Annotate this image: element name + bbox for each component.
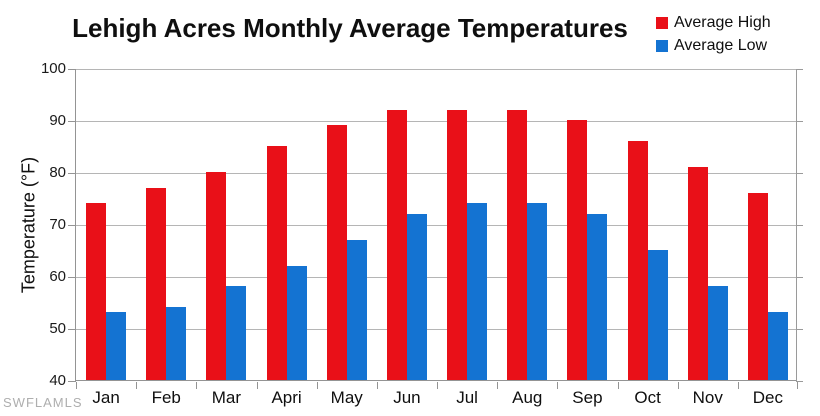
x-tick-mark-3 [256,382,258,389]
y-tick-mark-70 [68,225,76,226]
x-tick-mark-2 [196,382,198,389]
x-axis-label-Jan: Jan [92,388,120,407]
bar-low-Mar [226,286,247,380]
legend-item-average-high: Average High [656,13,771,32]
y-tick-mark-60 [68,277,76,278]
y-tick-label-40: 40 [49,372,66,389]
y-tick-mark-50 [68,329,76,330]
y-tick-mark-90 [68,121,76,122]
bar-high-Jan [86,203,107,380]
legend-label-average-low: Average Low [674,36,768,54]
y-tick-mark-right-50 [796,329,803,330]
y-tick-label-100: 100 [40,60,66,77]
watermark: SWFLAMLS [3,395,83,410]
x-tick-mark-8 [557,382,559,389]
bar-high-Nov [687,166,708,380]
bar-high-Oct [627,140,648,380]
x-tick-mark-7 [497,382,499,389]
y-tick-mark-right-90 [796,121,803,122]
bar-high-Feb [146,187,167,380]
x-tick-mark-10 [677,382,679,389]
x-tick-mark-12 [797,382,798,389]
bar-low-May [346,239,367,380]
x-axis-label-Jul: Jul [456,388,478,407]
y-tick-mark-right-100 [796,69,803,70]
x-axis-label-May: May [330,388,363,407]
y-tick-mark-80 [68,173,76,174]
x-tick-mark-5 [376,382,378,389]
y-tick-mark-right-70 [796,225,803,226]
x-axis-label-Oct: Oct [634,388,661,407]
x-axis-label-Feb: Feb [151,388,181,407]
y-tick-mark-100 [68,69,76,70]
gridline-60 [76,277,796,278]
bar-high-Jun [386,109,407,380]
y-tick-label-50: 50 [49,320,66,337]
bar-low-Oct [647,250,668,380]
x-tick-mark-11 [737,382,739,389]
bar-high-Apri [266,146,287,380]
bar-low-Jul [467,203,488,380]
x-axis-label-Nov: Nov [692,388,723,407]
bar-low-Feb [166,307,187,380]
gridline-80 [76,173,796,174]
legend: Average High Average Low [656,13,771,55]
legend-swatch-high-icon [656,16,668,29]
gridline-70 [76,225,796,226]
legend-swatch-low-icon [656,39,668,52]
bar-low-Jun [406,213,427,380]
bar-low-Apri [286,265,307,380]
legend-item-average-low: Average Low [656,36,771,55]
y-tick-label-70: 70 [49,216,66,233]
gridline-50 [76,329,796,330]
legend-label-average-high: Average High [674,13,771,31]
chart-title: Lehigh Acres Monthly Average Temperature… [72,13,628,43]
x-axis-label-Dec: Dec [752,388,784,407]
x-axis-label-Jun: Jun [393,388,421,407]
gridline-90 [76,121,796,122]
x-axis-label-Apri: Apri [271,388,302,407]
x-tick-mark-6 [437,382,438,389]
y-tick-mark-40 [68,381,76,382]
x-axis-label-Sep: Sep [572,388,603,407]
bar-low-Jan [106,312,127,380]
x-axis-label-Mar: Mar [211,388,242,407]
bar-low-Aug [527,203,548,380]
y-tick-label-80: 80 [49,164,66,181]
y-tick-label-90: 90 [49,112,66,129]
bar-high-Jul [447,109,468,380]
x-tick-mark-1 [136,382,138,389]
y-tick-label-60: 60 [49,268,66,285]
y-tick-mark-right-60 [796,277,803,278]
x-axis-label-Aug: Aug [512,388,543,407]
bar-low-Dec [767,312,788,380]
x-tick-mark-9 [617,382,619,389]
bar-high-Sep [567,120,588,380]
x-tick-mark-4 [316,382,318,389]
bar-high-Dec [747,192,768,380]
bar-high-Mar [206,172,227,380]
y-tick-mark-right-40 [796,381,803,382]
plot-area: 40 50 60 70 80 90 100 Jan Feb Mar Apri May Jun Jul Aug… [41,61,803,407]
x-tick-mark-0 [76,382,77,389]
bar-high-May [326,125,347,380]
bar-low-Sep [587,213,608,380]
bar-high-Aug [507,109,528,380]
y-tick-mark-right-80 [796,173,803,174]
bar-low-Nov [707,286,728,380]
